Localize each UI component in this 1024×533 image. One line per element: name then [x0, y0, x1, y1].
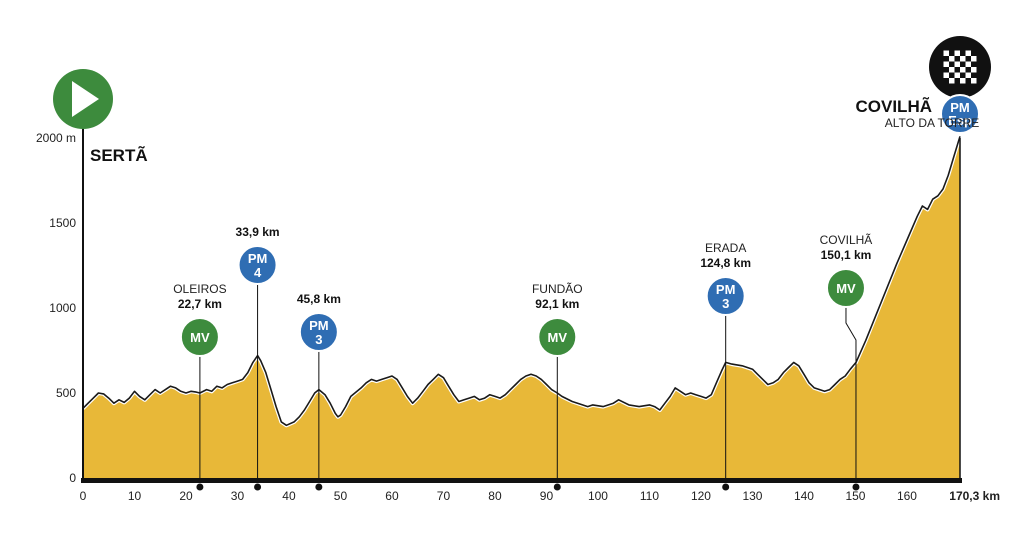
- waypoint-badge-label: MV: [548, 330, 568, 345]
- waypoint-km-label: 22,7 km: [178, 297, 222, 311]
- x-tick-label: 160: [897, 489, 917, 503]
- x-tick-label: 150: [845, 489, 865, 503]
- waypoint-badge: [705, 276, 746, 316]
- x-tick-label: 120: [691, 489, 711, 503]
- checker-square: [971, 67, 977, 73]
- checker-square: [943, 50, 949, 56]
- waypoint-badge: [298, 312, 339, 352]
- finish-badge-label: PM: [950, 100, 970, 115]
- x-tick-label: 40: [282, 489, 296, 503]
- checker-square: [954, 50, 960, 56]
- start-town-label: SERTÃ: [90, 145, 148, 165]
- waypoint-place-label: OLEIROS: [173, 282, 226, 296]
- y-tick-label: 2000 m: [36, 131, 76, 145]
- play-icon: [72, 81, 99, 117]
- checker-square: [960, 56, 966, 62]
- waypoint-badge-label: PM: [248, 251, 268, 266]
- waypoint-km-label: 33,9 km: [236, 225, 280, 239]
- checker-square: [971, 78, 977, 84]
- waypoint-badge-label: MV: [190, 330, 210, 345]
- waypoint-km-label: 92,1 km: [535, 297, 579, 311]
- checker-square: [943, 72, 949, 78]
- checker-square: [949, 78, 955, 84]
- x-tick-label: 0: [80, 489, 87, 503]
- checker-square: [954, 72, 960, 78]
- checker-square: [965, 50, 971, 56]
- waypoint-badge: [179, 317, 220, 357]
- finish-badge-category: Esp: [948, 113, 972, 128]
- waypoint-dot: [315, 483, 323, 491]
- y-tick-label: 1000: [49, 301, 76, 315]
- x-tick-label: 50: [334, 489, 348, 503]
- waypoint-45-8: PM3 45,8 km: [297, 292, 341, 491]
- waypoint-place-label: FUNDÃO: [532, 282, 583, 296]
- waypoint-dot: [722, 483, 730, 491]
- checker-square: [960, 78, 966, 84]
- waypoint-badge: [237, 245, 278, 285]
- waypoint-badge: [537, 317, 578, 357]
- waypoint-badge-label: PM: [716, 282, 736, 297]
- waypoint-badge-category: 3: [722, 296, 729, 311]
- waypoint-dot: [852, 483, 860, 491]
- x-tick-label: 70: [437, 489, 451, 503]
- elevation-line: [82, 136, 961, 427]
- waypoint-dot: [196, 483, 204, 491]
- x-tick-label: 140: [794, 489, 814, 503]
- y-tick-label: 0: [69, 471, 76, 485]
- x-tick-label: 60: [385, 489, 399, 503]
- checker-square: [954, 61, 960, 67]
- waypoint-dot: [254, 483, 262, 491]
- x-tick-label: 110: [640, 489, 659, 503]
- x-tick-label: 130: [742, 489, 762, 503]
- finish-subtitle: ALTO DA TORRE: [885, 116, 979, 130]
- waypoint-33-9: PM4 33,9 km: [236, 225, 280, 491]
- finish-badge-pm: [940, 94, 980, 134]
- waypoint-km-label: 150,1 km: [821, 248, 872, 262]
- waypoint-badge-category: 4: [254, 265, 262, 280]
- x-tick-label: 100: [588, 489, 608, 503]
- y-tick-label: 500: [56, 386, 76, 400]
- checker-square: [971, 56, 977, 62]
- checker-square: [943, 61, 949, 67]
- x-tick-label: 30: [231, 489, 245, 503]
- x-tick-label: 90: [540, 489, 554, 503]
- elevation-area: [83, 136, 960, 479]
- x-axis: [81, 478, 962, 483]
- waypoint-place-label: COVILHÃ: [820, 233, 873, 247]
- checker-square: [949, 67, 955, 73]
- waypoint-km-label: 45,8 km: [297, 292, 341, 306]
- finish-town-label: COVILHÃ: [856, 96, 933, 116]
- waypoint-km-label: 124,8 km: [700, 256, 751, 270]
- waypoint-badge-label: MV: [836, 281, 856, 296]
- checkered-flag-icon: [943, 50, 977, 84]
- waypoint-badge-label: PM: [309, 318, 329, 333]
- y-tick-label: 1500: [49, 216, 76, 230]
- waypoint-dot: [553, 483, 561, 491]
- x-tick-label: 80: [488, 489, 502, 503]
- waypoint-badge: [825, 268, 866, 308]
- waypoint-connector: [845, 307, 857, 478]
- x-axis-end-label: 170,3 km: [949, 489, 1000, 503]
- checker-square: [949, 56, 955, 62]
- checker-square: [965, 61, 971, 67]
- checker-square: [965, 72, 971, 78]
- waypoint-place-label: ERADA: [705, 241, 746, 255]
- x-tick-label: 20: [179, 489, 193, 503]
- waypoint-badge-category: 3: [315, 332, 322, 347]
- checker-square: [960, 67, 966, 73]
- x-tick-label: 10: [128, 489, 142, 503]
